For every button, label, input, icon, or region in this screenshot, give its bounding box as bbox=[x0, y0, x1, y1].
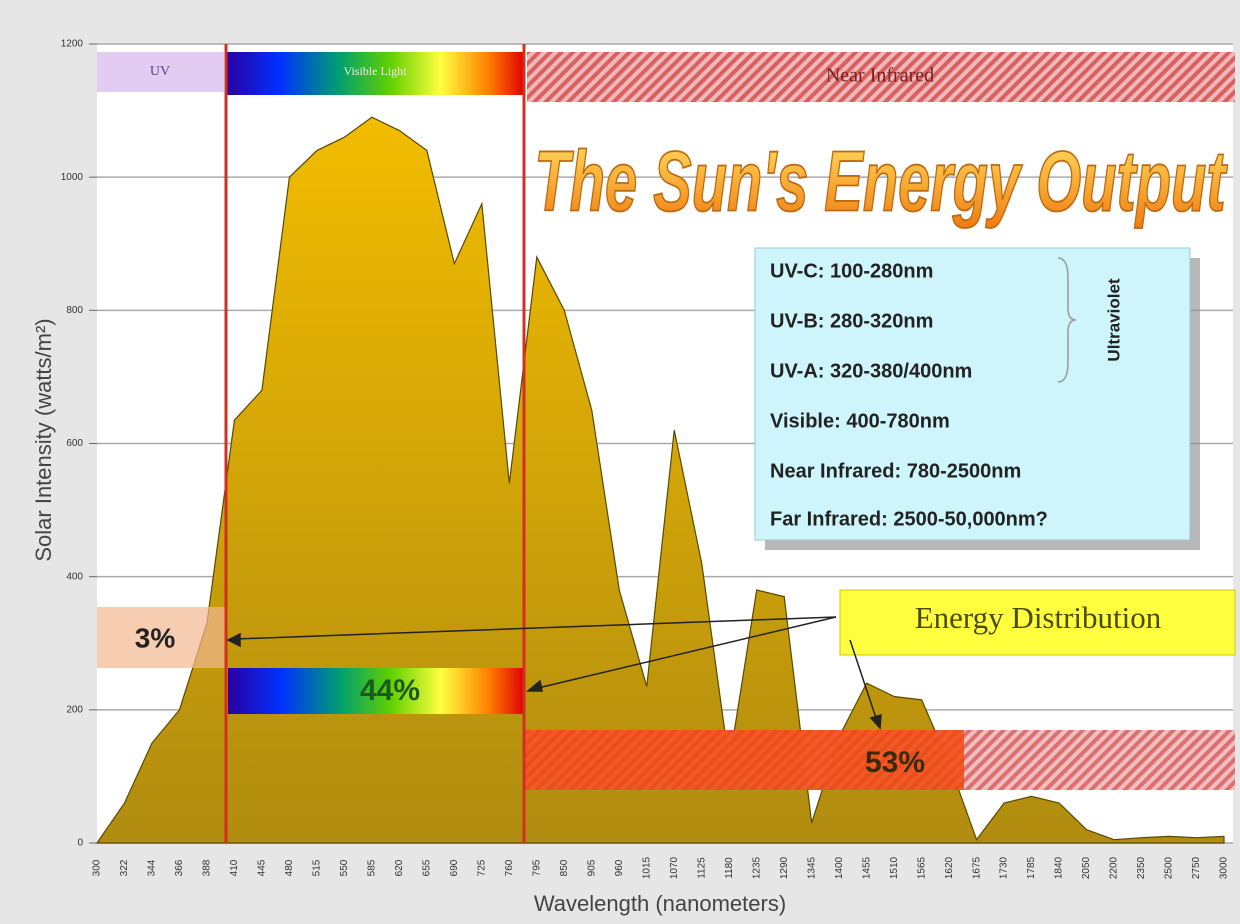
x-tick-label: 725 bbox=[476, 859, 487, 876]
x-tick-label: 690 bbox=[449, 859, 460, 876]
x-tick-label: 1070 bbox=[669, 856, 680, 879]
share-label: 53% bbox=[865, 746, 925, 779]
x-tick-label: 1565 bbox=[916, 856, 927, 879]
x-axis-label: Wavelength (nanometers) bbox=[534, 891, 786, 916]
y-tick-label: 400 bbox=[66, 571, 83, 582]
band-label: Near Infrared bbox=[826, 65, 934, 87]
x-tick-label: 1345 bbox=[806, 856, 817, 879]
info-line: UV-A: 320-380/400nm bbox=[770, 360, 972, 382]
arrows bbox=[226, 616, 882, 730]
x-tick-label: 1290 bbox=[779, 856, 790, 879]
share-box bbox=[97, 607, 225, 668]
band-label: Visible Light bbox=[344, 64, 408, 78]
energy-label: Energy Distribution bbox=[915, 600, 1162, 635]
visible-band bbox=[226, 52, 524, 95]
x-tick-label: 445 bbox=[257, 859, 268, 876]
y-tick-label: 1200 bbox=[61, 39, 84, 50]
y-tick-label: 0 bbox=[77, 838, 83, 849]
x-tick-label: 1015 bbox=[641, 856, 652, 879]
x-tick-label: 620 bbox=[394, 859, 405, 876]
x-tick-label: 795 bbox=[531, 859, 542, 876]
x-tick-label: 1730 bbox=[999, 856, 1010, 879]
y-axis-label: Solar Intensity (watts/m²) bbox=[31, 318, 56, 561]
x-tick-label: 515 bbox=[312, 859, 323, 876]
x-tick-label: 3000 bbox=[1219, 856, 1230, 879]
x-tick-label: 300 bbox=[92, 859, 103, 876]
info-line: UV-C: 100-280nm bbox=[770, 260, 933, 282]
share-label: 44% bbox=[360, 674, 420, 707]
x-tick-label: 1785 bbox=[1026, 856, 1037, 879]
share-box bbox=[524, 730, 964, 790]
x-tick-label: 1455 bbox=[861, 856, 872, 879]
x-tick-label: 850 bbox=[559, 859, 570, 876]
x-tick-label: 1125 bbox=[696, 857, 707, 879]
x-tick-label: 366 bbox=[174, 859, 185, 876]
infrared-band bbox=[527, 52, 1235, 102]
x-tick-label: 585 bbox=[367, 859, 378, 876]
band-label: UV bbox=[150, 64, 170, 79]
share-label: 3% bbox=[135, 622, 176, 653]
x-tick-label: 344 bbox=[147, 859, 158, 876]
x-tick-label: 960 bbox=[614, 859, 625, 876]
x-tick-label: 905 bbox=[586, 859, 597, 876]
x-tick-label: 1235 bbox=[751, 856, 762, 879]
y-tick-label: 600 bbox=[66, 438, 83, 449]
x-tick-label: 2200 bbox=[1109, 856, 1120, 879]
x-tick-label: 2500 bbox=[1164, 856, 1175, 879]
area bbox=[95, 116, 1225, 844]
energy-box bbox=[839, 589, 1236, 656]
x-tick-label: 1675 bbox=[971, 856, 982, 879]
x-tick-label: 550 bbox=[339, 859, 350, 876]
x-tick-label: 655 bbox=[421, 859, 432, 876]
info-box bbox=[754, 247, 1191, 541]
info-line: Visible: 400-780nm bbox=[770, 410, 950, 432]
x-tick-label: 2350 bbox=[1136, 856, 1147, 879]
x-tick-label: 760 bbox=[504, 859, 515, 876]
x-tick-label: 480 bbox=[284, 859, 295, 876]
info-line: Near Infrared: 780-2500nm bbox=[770, 460, 1021, 482]
share-box bbox=[228, 668, 524, 714]
info-line: UV-B: 280-320nm bbox=[770, 310, 933, 332]
x-tick-label: 322 bbox=[119, 859, 130, 876]
x-tick-label: 1400 bbox=[834, 856, 845, 879]
x-tick-label: 2750 bbox=[1191, 856, 1202, 879]
x-tick-label: 1510 bbox=[889, 856, 900, 879]
uv-band bbox=[97, 52, 224, 92]
y-tick-label: 1000 bbox=[61, 172, 84, 183]
x-tick-label: 1620 bbox=[944, 856, 955, 879]
y-tick-label: 800 bbox=[66, 305, 83, 316]
x-tick-label: 1180 bbox=[724, 857, 735, 879]
x-tick-label: 2050 bbox=[1081, 856, 1092, 879]
brace bbox=[1057, 257, 1077, 383]
y-tick-label: 200 bbox=[66, 704, 83, 715]
x-tick-label: 1840 bbox=[1054, 856, 1065, 879]
group-label: Ultraviolet bbox=[1104, 278, 1123, 361]
chart-title: The Sun's Energy Output bbox=[534, 134, 1227, 229]
x-tick-label: 388 bbox=[202, 859, 213, 876]
x-tick-label: 410 bbox=[229, 859, 240, 876]
info-line: Far Infrared: 2500-50,000nm? bbox=[770, 508, 1048, 530]
